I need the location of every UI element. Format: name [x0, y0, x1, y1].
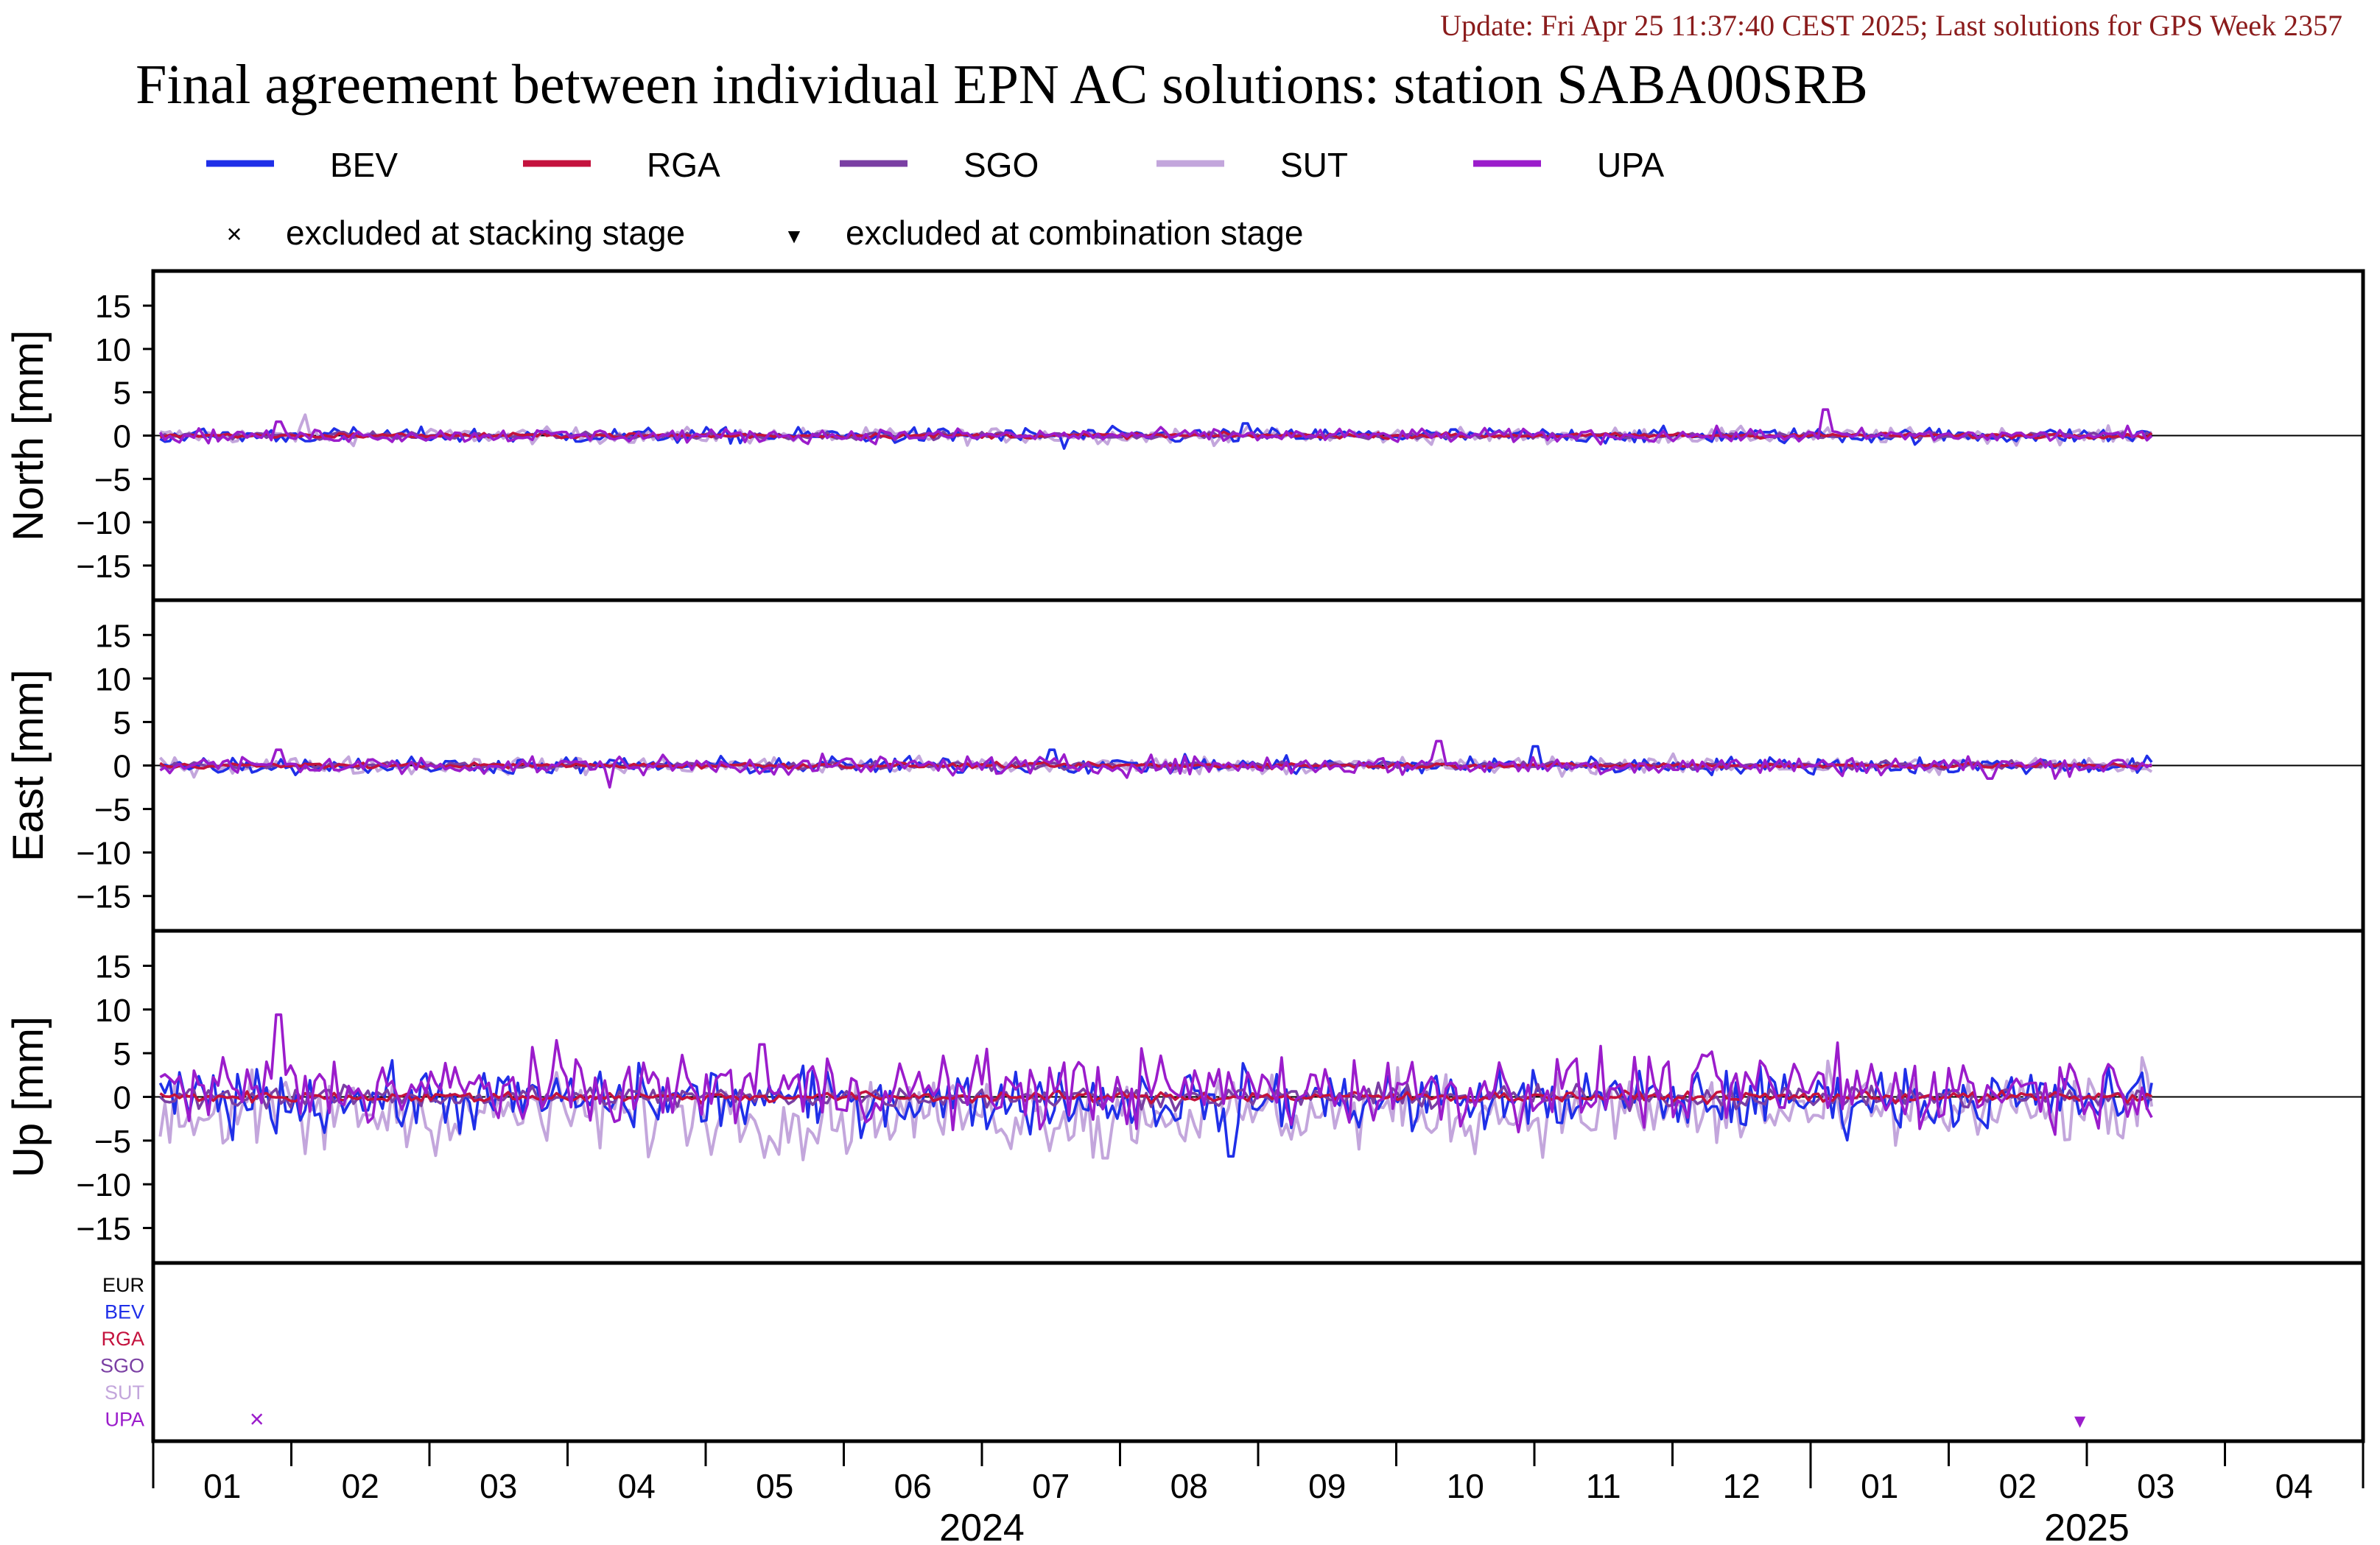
y-axis-label: East [mm]	[4, 669, 52, 862]
legend-marker-label-combination: excluded at combination stage	[846, 214, 1303, 252]
y-tick-label: −10	[76, 1167, 131, 1203]
series-bev-line	[158, 1059, 2153, 1158]
exclusion-panel: EUR BEV RGA SGO SUT UPA × ▼	[100, 1261, 2365, 1443]
series-rga-line	[159, 761, 2152, 770]
series-sut-line	[158, 752, 2153, 779]
legend-marker-combination: ▼	[784, 225, 804, 247]
x-month-label: 09	[1308, 1467, 1346, 1505]
y-tick-label: 15	[95, 289, 131, 325]
exclusion-row-sgo: SGO	[100, 1355, 144, 1377]
panel-1: 15 10 5 0 −5 −10 −15 East [mm]	[4, 598, 2365, 933]
x-month-label: 01	[1861, 1467, 1898, 1505]
y-tick-label: −10	[76, 836, 131, 872]
x-month-label: 06	[894, 1467, 932, 1505]
y-tick-label: 5	[113, 1036, 131, 1072]
panel-0: 15 10 5 0 −5 −10 −15 North [mm]	[4, 269, 2365, 602]
x-month-label: 12	[1723, 1467, 1761, 1505]
x-month-label: 07	[1032, 1467, 1070, 1505]
y-tick-label: −15	[76, 1211, 131, 1247]
series-upa-line	[158, 408, 2153, 446]
series-upa-line	[159, 1013, 2153, 1136]
y-tick-label: −5	[94, 462, 131, 498]
y-tick-label: 10	[95, 332, 131, 368]
panel-2: 15 10 5 0 −5 −10 −15 Up [mm]	[4, 929, 2365, 1265]
y-tick-label: −10	[76, 505, 131, 541]
legend-label-bev: BEV	[330, 146, 398, 184]
y-tick-label: −5	[94, 1124, 131, 1160]
y-tick-label: 10	[95, 661, 131, 697]
legend: BEV RGA SGO SUT UPA × excluded at stacking sta…	[206, 146, 1664, 252]
x-month-label: 11	[1586, 1467, 1621, 1505]
y-tick-label: −15	[76, 879, 131, 915]
legend-label-sgo: SGO	[963, 146, 1039, 184]
y-tick-label: 0	[113, 1080, 131, 1116]
y-tick-label: −5	[94, 792, 131, 828]
panels: 15 10 5 0 −5 −10 −15 North [mm] 15 10 5 0 −5 −10 −15 Ea…	[4, 269, 2365, 1265]
y-tick-label: 0	[113, 749, 131, 785]
y-tick-label: 5	[113, 705, 131, 741]
x-month-label: 08	[1170, 1467, 1208, 1505]
x-month-label: 10	[1447, 1467, 1484, 1505]
legend-marker-stacking: ×	[226, 219, 242, 249]
legend-marker-label-stacking: excluded at stacking stage	[286, 214, 685, 252]
chart-title: Final agreement between individual EPN A…	[136, 54, 1868, 116]
y-axis-label: North [mm]	[4, 330, 52, 541]
x-month-label: 02	[342, 1467, 379, 1505]
x-month-label: 02	[1999, 1467, 2037, 1505]
y-tick-label: 15	[95, 618, 131, 654]
y-tick-label: 0	[113, 419, 131, 455]
x-month-label: 01	[203, 1467, 241, 1505]
x-axis: 01 02 03 04 05 06 07 08 09 10 11 12 01 02 03 04 2024 2025	[152, 1441, 2365, 1545]
exclusion-marker-stacking: ×	[250, 1406, 264, 1434]
y-tick-label: 5	[113, 376, 131, 412]
y-tick-label: −15	[76, 549, 131, 585]
exclusion-marker-combination: ▼	[2071, 1410, 2090, 1432]
x-month-label: 03	[2137, 1467, 2174, 1505]
x-year-label: 2024	[939, 1507, 1025, 1545]
exclusion-frame	[151, 1261, 2365, 1443]
y-axis-label: Up [mm]	[4, 1016, 52, 1178]
y-tick-label: 15	[95, 949, 131, 985]
x-month-label: 05	[756, 1467, 793, 1505]
y-tick-label: 10	[95, 993, 131, 1029]
exclusion-row-bev: BEV	[105, 1301, 144, 1323]
x-year-label: 2025	[2044, 1507, 2130, 1545]
exclusion-row-rga: RGA	[101, 1328, 144, 1350]
legend-label-upa: UPA	[1597, 146, 1664, 184]
x-month-label: 04	[2275, 1467, 2313, 1505]
series-upa-line	[159, 739, 2153, 789]
update-text: Update: Fri Apr 25 11:37:40 CEST 2025; L…	[1440, 9, 2342, 42]
exclusion-row-upa: UPA	[105, 1409, 144, 1431]
exclusion-row-eur: EUR	[102, 1274, 144, 1296]
exclusion-row-sut: SUT	[105, 1382, 144, 1404]
x-month-label: 04	[618, 1467, 656, 1505]
legend-label-rga: RGA	[647, 146, 720, 184]
x-month-label: 03	[480, 1467, 517, 1505]
legend-label-sut: SUT	[1280, 146, 1348, 184]
